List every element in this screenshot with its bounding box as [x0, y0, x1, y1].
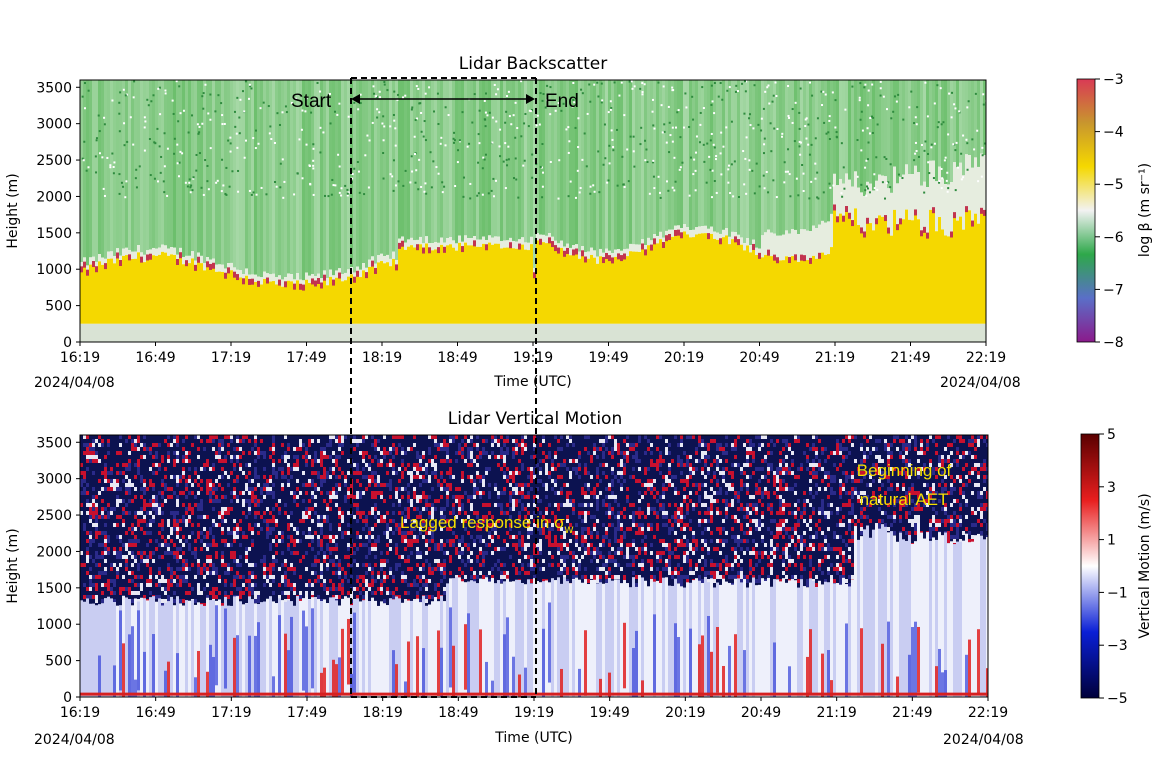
y-tick-label: 2000 — [36, 544, 72, 560]
backscatter-xlabel: Time (UTC) — [493, 374, 571, 390]
y-tick-label: 2500 — [36, 508, 72, 524]
x-tick-label: 17:19 — [211, 705, 251, 721]
backscatter-colorbar-bar — [1076, 78, 1096, 343]
backscatter-ylabel: Height (m) — [5, 173, 21, 248]
colorbar-tick-label: −5 — [1107, 691, 1128, 707]
colorbar-tick-label: −6 — [1103, 230, 1124, 246]
motion-colorbar: 5 3 1 −1 −3 −5 Vertical Motion (m/s) — [1080, 427, 1153, 707]
x-tick-label: 18:19 — [362, 350, 402, 366]
y-tick-label: 0 — [63, 335, 72, 351]
y-tick-label: 2000 — [36, 189, 72, 205]
x-tick-label: 22:19 — [966, 350, 1006, 366]
y-tick-label: 3500 — [36, 435, 72, 451]
backscatter-colorbar-ticks: −3 −4 −5 −6 −7 −8 — [1095, 72, 1124, 351]
x-tick-label: 16:49 — [135, 350, 175, 366]
x-tick-label: 17:19 — [211, 350, 251, 366]
lagged-response-text: Lagged response in σ — [400, 513, 565, 532]
x-tick-label: 16:49 — [135, 705, 175, 721]
lagged-response-annotation: Lagged response in σw — [400, 513, 574, 536]
backscatter-field — [80, 80, 986, 342]
x-tick-label: 20:19 — [664, 350, 704, 366]
x-tick-label: 21:49 — [890, 350, 930, 366]
colorbar-tick-label: 3 — [1107, 480, 1116, 496]
colorbar-tick-label: −5 — [1103, 177, 1124, 193]
x-tick-label: 20:49 — [739, 350, 779, 366]
x-tick-label: 18:49 — [438, 705, 478, 721]
colorbar-tick-label: −8 — [1103, 335, 1124, 351]
motion-xlabel: Time (UTC) — [494, 730, 572, 746]
x-tick-label: 19:19 — [514, 705, 554, 721]
x-tick-label: 21:49 — [892, 705, 932, 721]
time-window-box — [350, 77, 537, 698]
x-tick-label: 21:19 — [816, 705, 856, 721]
x-tick-label: 17:49 — [286, 350, 326, 366]
x-tick-label: 19:49 — [589, 705, 629, 721]
colorbar-tick-label: 1 — [1107, 533, 1116, 549]
motion-colorbar-bar — [1080, 433, 1100, 699]
x-tick-label: 17:49 — [287, 705, 327, 721]
backscatter-y-ticks: 0 500 1000 1500 2000 2500 3000 3500 — [36, 80, 80, 351]
x-tick-label: 19:19 — [513, 350, 553, 366]
x-tick-label: 20:49 — [741, 705, 781, 721]
y-tick-label: 3000 — [36, 472, 72, 488]
motion-date-right: 2024/04/08 — [943, 732, 1024, 748]
y-tick-label: 1500 — [36, 581, 72, 597]
motion-colorbar-label: Vertical Motion (m/s) — [1137, 493, 1153, 638]
y-tick-label: 500 — [45, 654, 72, 670]
y-tick-label: 1000 — [36, 262, 72, 278]
colorbar-tick-label: −3 — [1107, 638, 1128, 654]
x-tick-label: 22:19 — [968, 705, 1008, 721]
end-annotation: End — [545, 91, 579, 112]
backscatter-date-left: 2024/04/08 — [34, 375, 115, 391]
colorbar-tick-label: −1 — [1107, 585, 1128, 601]
y-tick-label: 3500 — [36, 80, 72, 96]
colorbar-tick-label: −7 — [1103, 282, 1124, 298]
y-tick-label: 500 — [45, 299, 72, 315]
start-end-arrow — [351, 94, 535, 104]
natural-aet-line-1: Beginning of — [857, 461, 952, 480]
lagged-response-subscript: w — [564, 522, 574, 536]
motion-y-ticks: 0 500 1000 1500 2000 2500 3000 3500 — [36, 435, 80, 706]
motion-field — [80, 435, 988, 697]
backscatter-title: Lidar Backscatter — [459, 54, 607, 74]
y-tick-label: 1000 — [36, 617, 72, 633]
x-tick-label: 21:19 — [815, 350, 855, 366]
natural-aet-line-2: natural AET — [860, 490, 949, 509]
y-tick-label: 3000 — [36, 117, 72, 133]
y-tick-label: 1500 — [36, 226, 72, 242]
x-tick-label: 16:19 — [60, 350, 100, 366]
motion-date-left: 2024/04/08 — [34, 732, 115, 748]
y-tick-label: 2500 — [36, 153, 72, 169]
x-tick-label: 18:49 — [437, 350, 477, 366]
x-tick-label: 19:49 — [588, 350, 628, 366]
backscatter-date-right: 2024/04/08 — [940, 375, 1021, 391]
y-tick-label: 0 — [63, 690, 72, 706]
motion-x-ticks: 16:19 16:49 17:19 17:49 18:19 18:49 19:19 19:49… — [60, 697, 1008, 721]
backscatter-panel: Lidar Backscatter 0 500 1000 1500 2000 2500 30… — [5, 54, 1021, 391]
colorbar-tick-label: 5 — [1107, 427, 1116, 443]
start-annotation: Start — [291, 91, 332, 112]
colorbar-tick-label: −4 — [1103, 125, 1124, 141]
x-tick-label: 20:19 — [665, 705, 705, 721]
motion-panel: Lidar Vertical Motion 050010001500200025… — [5, 409, 1024, 748]
x-tick-label: 16:19 — [60, 705, 100, 721]
colorbar-tick-label: −3 — [1103, 72, 1124, 88]
motion-colorbar-ticks: 5 3 1 −1 −3 −5 — [1099, 427, 1128, 707]
backscatter-colorbar: −3 −4 −5 −6 −7 −8 log β (m sr⁻¹) — [1076, 72, 1153, 351]
x-tick-label: 18:19 — [362, 705, 402, 721]
motion-ylabel: Height (m) — [5, 528, 21, 603]
backscatter-colorbar-label: log β (m sr⁻¹) — [1137, 163, 1153, 257]
backscatter-x-ticks: 16:19 16:49 17:19 17:49 18:19 18:49 19:19 19:49… — [60, 342, 1006, 366]
